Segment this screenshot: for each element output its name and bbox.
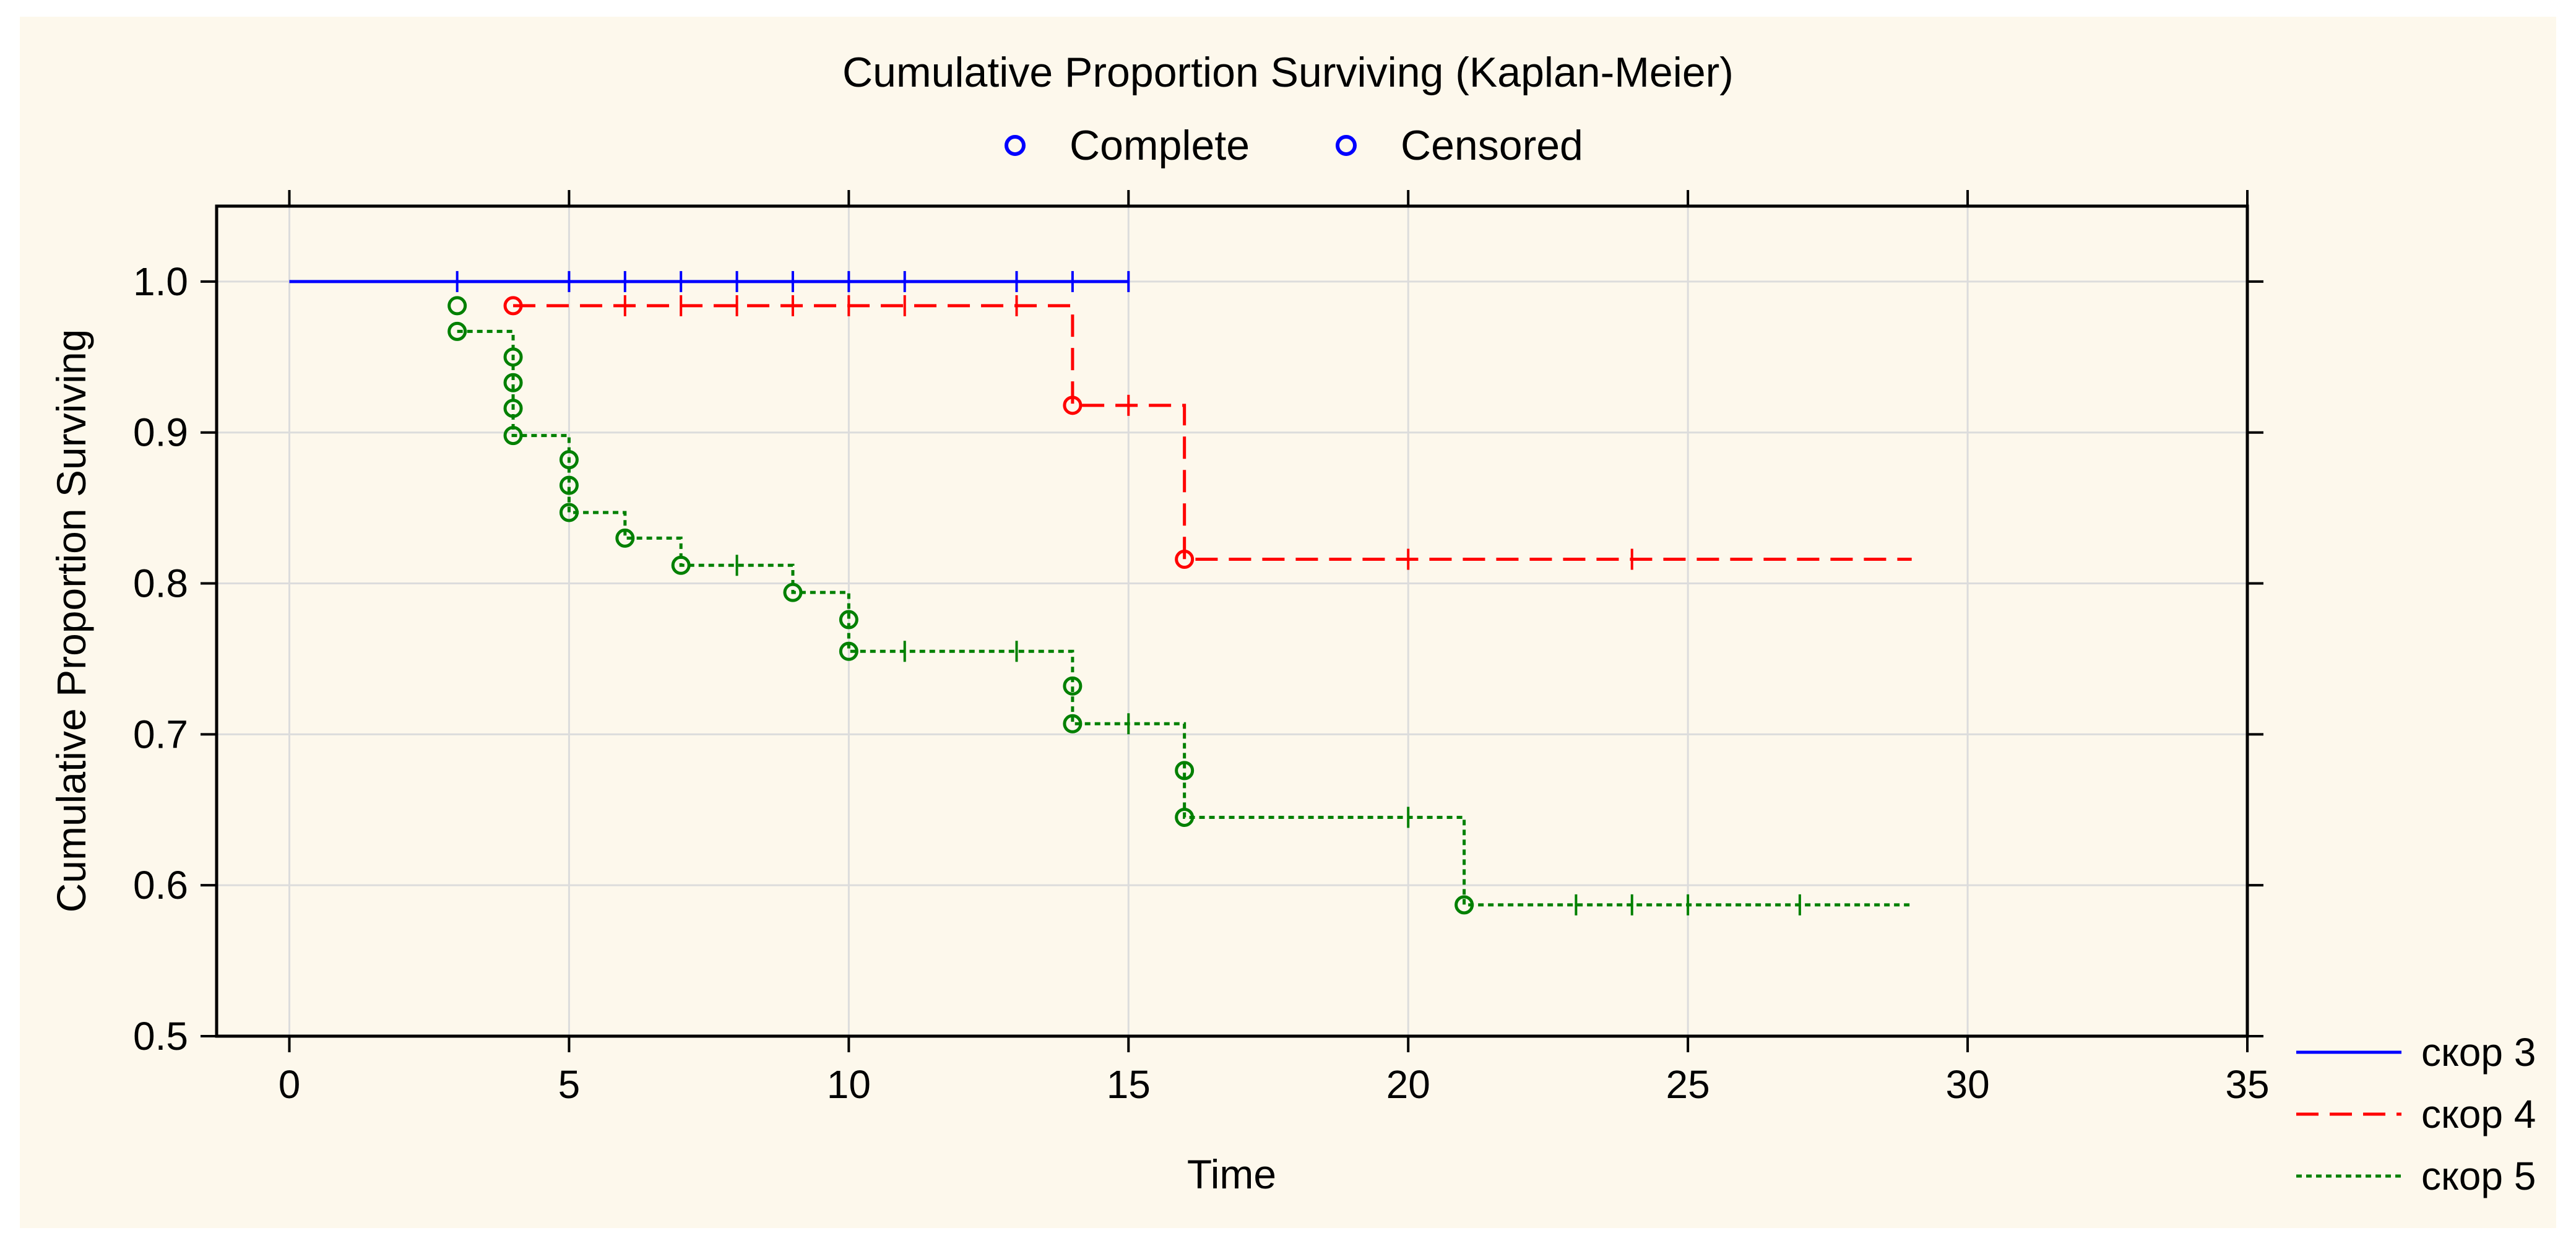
survival-curve [457,329,1912,907]
complete-marker [447,296,467,316]
x-tick-label: 0 [279,1062,301,1107]
complete-marker [615,528,635,548]
y-axis-label: Cumulative Proportion Surviving [48,329,94,913]
axes: 0 5 10 15 20 25 30 35 1.0 0.9 0.8 0.7 0.6 0.5 [133,190,2270,1107]
data-markers [447,270,1801,915]
complete-marker [839,641,858,661]
x-tick-label: 5 [558,1062,581,1107]
plot-area [215,204,2249,1038]
complete-marker [671,555,691,575]
y-tick-label: 0.8 [133,561,188,606]
y-tick-label: 0.5 [133,1014,188,1058]
series-legend-label: скор 3 [2421,1030,2536,1075]
complete-marker [1175,550,1195,569]
complete-marker [447,321,467,341]
complete-marker [503,399,523,418]
complete-marker [1063,676,1083,696]
complete-marker [783,582,803,602]
complete-marker [1175,807,1195,827]
series-legend-label: скор 4 [2421,1092,2536,1136]
series-lines [289,280,1912,907]
series-legend-label: скор 5 [2421,1154,2536,1198]
marker-legend-label: Complete [1070,122,1250,169]
complete-marker [503,296,523,316]
complete-marker [839,610,858,629]
y-tick-label: 0.6 [133,863,188,907]
complete-marker [1454,895,1474,915]
complete-marker [503,426,523,446]
chart-title: Cumulative Proportion Surviving (Kaplan-… [842,49,1734,96]
complete-marker [1175,761,1195,781]
x-tick-label: 10 [827,1062,871,1107]
complete-marker [559,450,579,470]
x-tick-label: 15 [1107,1062,1151,1107]
complete-marker [559,503,579,522]
marker-legend-symbol [1336,135,1357,156]
x-tick-label: 25 [1666,1062,1710,1107]
marker-legend-label: Censored [1401,122,1583,169]
x-tick-label: 20 [1386,1062,1430,1107]
series-legend: скор 3 скор 4 скор 5 [2296,1030,2536,1198]
x-axis-label: Time [1187,1151,1276,1197]
complete-marker [1063,714,1083,733]
y-tick-label: 0.9 [133,410,188,455]
x-tick-label: 30 [1945,1062,1989,1107]
complete-marker [1063,396,1083,415]
marker-legend-symbol [1005,135,1026,156]
complete-marker [559,475,579,495]
complete-marker [503,373,523,392]
complete-marker [503,347,523,367]
y-tick-label: 0.7 [133,712,188,756]
chart-panel [20,17,2556,1228]
marker-legend: Complete Censored [1005,122,1583,169]
grid-lines [217,206,2247,1036]
y-tick-label: 1.0 [133,259,188,304]
x-tick-label: 35 [2225,1062,2269,1107]
